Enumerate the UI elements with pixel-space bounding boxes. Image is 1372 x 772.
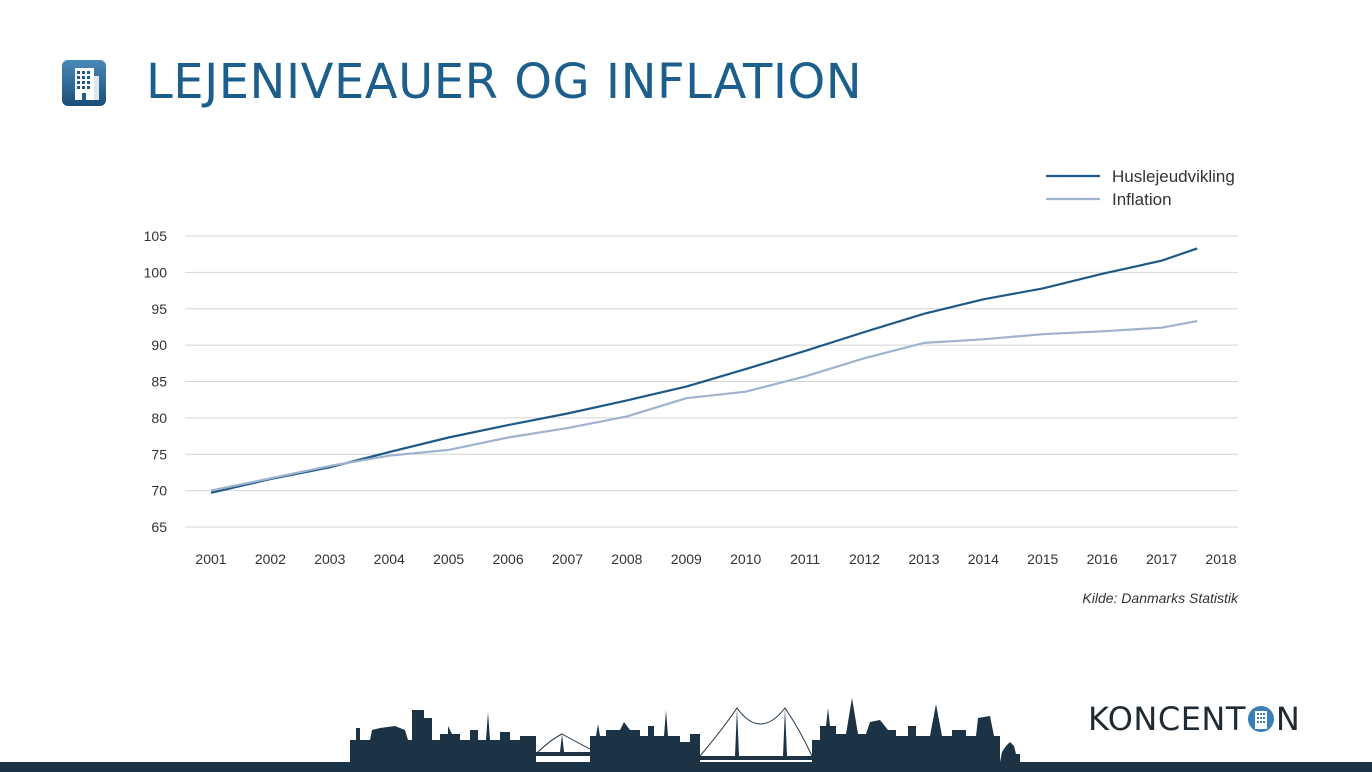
x-tick-label: 2002 [255, 551, 286, 567]
building-icon [62, 60, 106, 106]
x-tick-label: 2009 [671, 551, 702, 567]
x-tick-label: 2010 [730, 551, 761, 567]
chart-source: Kilde: Danmarks Statistik [1082, 590, 1238, 606]
x-tick-label: 2011 [790, 551, 820, 567]
x-tick-label: 2014 [968, 551, 999, 567]
x-tick-label: 2016 [1087, 551, 1118, 567]
y-tick-label: 65 [151, 519, 167, 535]
koncenton-logo: KONCENT N [1088, 700, 1300, 738]
x-tick-label: 2013 [908, 551, 939, 567]
page-title: LEJENIVEAUER OG INFLATION [146, 54, 863, 110]
y-tick-label: 105 [144, 228, 168, 244]
legend-label: Huslejeudvikling [1112, 167, 1235, 186]
y-tick-label: 75 [151, 446, 167, 462]
series-line-huslejeudvikling [210, 247, 1198, 494]
x-tick-label: 2003 [314, 551, 345, 567]
city-skyline-illustration [350, 698, 1020, 762]
legend-label: Inflation [1112, 190, 1172, 209]
y-tick-label: 95 [151, 301, 167, 317]
x-axis-labels: 2001 2002 2003 2004 2005 2006 2007 2008 2009 2010… [195, 551, 1236, 567]
y-axis-labels: 65 70 75 80 85 90 95 100 105 [144, 228, 168, 535]
series-line-inflation [210, 320, 1198, 492]
y-tick-label: 90 [151, 337, 167, 353]
x-tick-label: 2005 [433, 551, 464, 567]
y-tick-label: 80 [151, 410, 167, 426]
footer-bar [0, 762, 1372, 772]
logo-text-end: N [1275, 700, 1301, 738]
chart-grid [185, 235, 1238, 528]
building-in-circle-icon [1247, 706, 1274, 732]
x-tick-label: 2008 [611, 551, 642, 567]
x-tick-label: 2007 [552, 551, 583, 567]
series-lines [210, 247, 1198, 494]
x-tick-label: 2006 [492, 551, 523, 567]
y-tick-label: 70 [151, 483, 167, 499]
x-tick-label: 2012 [849, 551, 880, 567]
x-tick-label: 2018 [1205, 551, 1236, 567]
x-tick-label: 2015 [1027, 551, 1058, 567]
x-tick-label: 2017 [1146, 551, 1177, 567]
logo-text: KONCENT [1088, 700, 1246, 738]
y-tick-label: 100 [144, 264, 168, 280]
y-tick-label: 85 [151, 374, 167, 390]
x-tick-label: 2004 [374, 551, 405, 567]
chart-legend: Huslejeudvikling Inflation [1046, 167, 1235, 209]
x-tick-label: 2001 [195, 551, 226, 567]
